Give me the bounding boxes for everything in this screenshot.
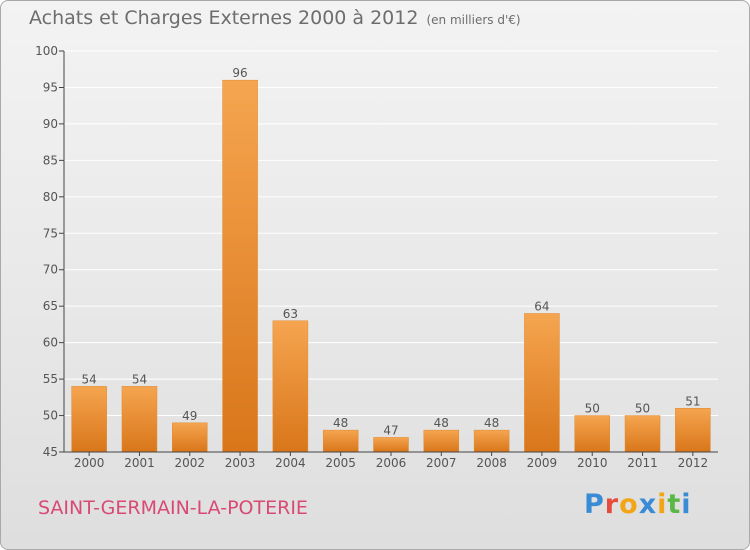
x-tick-label: 2002: [174, 456, 205, 470]
logo-letter: x: [638, 489, 658, 520]
bar: [423, 429, 460, 453]
commune-name: SAINT-GERMAIN-LA-POTERIE: [38, 497, 308, 519]
logo-letter: r: [604, 489, 620, 520]
x-tick-label: 2001: [124, 456, 155, 470]
bar-value-label: 63: [283, 307, 298, 321]
x-tick-label: 2011: [627, 456, 658, 470]
logo-letter: i: [657, 489, 668, 520]
y-tick-label: 55: [43, 372, 58, 386]
bar-value-label: 96: [232, 66, 247, 80]
x-tick-label: 2000: [74, 456, 105, 470]
bar-value-label: 50: [635, 402, 650, 416]
bars: [71, 79, 711, 453]
bar: [71, 386, 107, 453]
bar-value-label: 48: [333, 416, 348, 430]
proxiti-logo[interactable]: Proxiti: [584, 489, 692, 520]
axes: 45 50 55 60 65 70 75 80 85 90 95 100 2000 2001 2002 200…: [35, 44, 718, 470]
logo-letter: P: [584, 489, 605, 520]
y-tick-label: 100: [35, 44, 58, 58]
gridlines: [64, 50, 718, 453]
y-tick-label: 70: [43, 263, 58, 277]
bar: [272, 320, 309, 453]
y-tick-label: 85: [43, 153, 58, 167]
x-tick-label: 2007: [426, 456, 457, 470]
bar: [675, 408, 711, 453]
chart-title-text: Achats et Charges Externes 2000 à 2012: [29, 7, 419, 29]
labels: 54 54 49 96 63 48 47 48 48 64 50 50 51: [82, 66, 701, 437]
x-tick-label: 2004: [275, 456, 306, 470]
y-tick-label: 80: [43, 190, 58, 204]
x-tick-label: 2009: [527, 456, 558, 470]
logo-letter: t: [667, 489, 682, 520]
chart-title: Achats et Charges Externes 2000 à 2012 (e…: [29, 7, 521, 29]
bar: [172, 422, 208, 453]
bar-value-label: 51: [685, 394, 700, 408]
y-tick-label: 95: [43, 80, 58, 94]
bar-value-label: 48: [434, 416, 449, 430]
logo-letter: o: [619, 489, 639, 520]
bar: [624, 415, 661, 453]
bar-value-label: 50: [585, 402, 600, 416]
x-tick-label: 2003: [225, 456, 256, 470]
bar-value-label: 48: [484, 416, 499, 430]
x-tick-label: 2010: [577, 456, 608, 470]
x-tick-label: 2012: [678, 456, 709, 470]
bar: [121, 386, 158, 453]
bar: [473, 429, 510, 453]
bar: [574, 415, 610, 453]
bar-value-label: 54: [132, 372, 147, 386]
chart-unit: (en milliers d'€): [426, 13, 521, 27]
y-tick-label: 45: [43, 445, 58, 459]
x-tick-label: 2008: [476, 456, 507, 470]
y-tick-label: 50: [43, 409, 58, 423]
bar: [373, 437, 409, 453]
x-tick-label: 2005: [325, 456, 356, 470]
y-tick-label: 60: [43, 336, 58, 350]
bar: [222, 79, 258, 453]
bar-value-label: 64: [534, 299, 549, 313]
x-tick-label: 2006: [376, 456, 407, 470]
y-tick-label: 90: [43, 117, 58, 131]
bar-value-label: 47: [383, 423, 398, 437]
y-tick-label: 65: [43, 299, 58, 313]
bar-value-label: 54: [82, 372, 97, 386]
bar: [322, 429, 359, 453]
logo-letter: i: [681, 489, 692, 520]
bar-value-label: 49: [182, 409, 197, 423]
bar: [524, 313, 560, 453]
y-tick-label: 75: [43, 226, 58, 240]
